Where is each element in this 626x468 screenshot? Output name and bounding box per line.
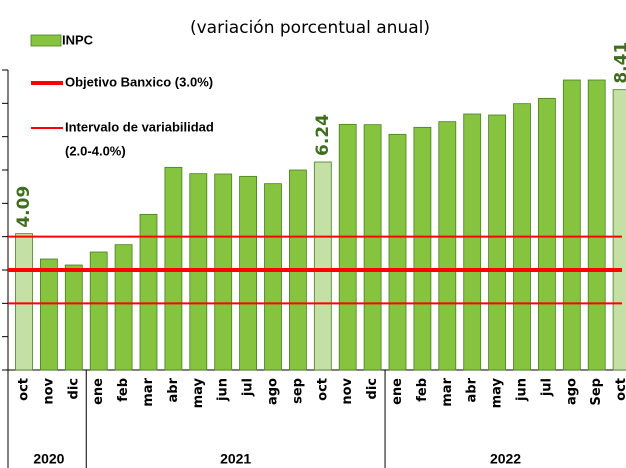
x-tick-label: jun [515,378,530,402]
bar [587,79,606,371]
bar [538,97,556,371]
x-tick-label: jul [539,378,554,397]
bar [612,89,626,371]
legend-swatch [30,34,62,47]
x-tick-label: dic [365,378,380,399]
x-tick-label: oct [17,378,32,401]
bar [488,114,507,371]
value-label: 8.41 [612,42,626,84]
value-label: 4.09 [14,186,34,228]
x-tick-label: feb [415,378,430,402]
bar [562,79,581,371]
x-tick-label: mar [141,377,156,406]
value-label: 6.24 [313,114,333,156]
bar [463,113,482,371]
bar [338,123,357,371]
bar [388,133,407,371]
bar [363,124,382,371]
bar [89,251,108,371]
x-tick-label: ene [390,378,405,405]
legend-label: INPC [62,32,94,47]
x-tick-label: mar [440,377,455,406]
x-tick-label: may [191,377,206,408]
legend-label: (2.0-4.0%) [65,143,126,158]
x-tick-label: oct [315,378,330,401]
bar [139,213,158,371]
x-tick-label: nov [340,377,355,404]
chart-subtitle: (variación porcentual anual) [190,18,430,38]
x-tick-label: sep [290,378,305,404]
x-tick-label: Sep [589,378,604,406]
bar [40,258,58,371]
bar [239,175,258,371]
legend-label: Intervalo de variabilidad [65,119,214,134]
bar [264,183,282,371]
x-tick-label: dic [66,378,81,399]
x-tick-label: ago [564,378,579,405]
x-tick-label: may [490,377,505,408]
year-label: 2022 [490,451,521,467]
x-tick-label: nov [41,377,56,404]
year-label: 2020 [33,451,64,467]
x-tick-label: abr [465,377,480,402]
year-label: 2021 [220,451,251,467]
x-tick-label: jul [241,378,256,397]
x-tick-label: ene [91,378,106,405]
bar [64,264,83,371]
x-tick-label: ago [266,378,281,405]
bar [114,244,133,371]
x-tick-label: abr [166,377,181,402]
bar [413,126,432,371]
x-tick-label: jun [216,378,231,402]
bar [313,161,332,371]
bar [15,233,33,371]
legend-label: Objetivo Banxico (3.0%) [65,74,213,89]
bar [438,121,457,371]
x-tick-label: feb [116,378,131,402]
x-tick-label: oct [614,378,626,401]
